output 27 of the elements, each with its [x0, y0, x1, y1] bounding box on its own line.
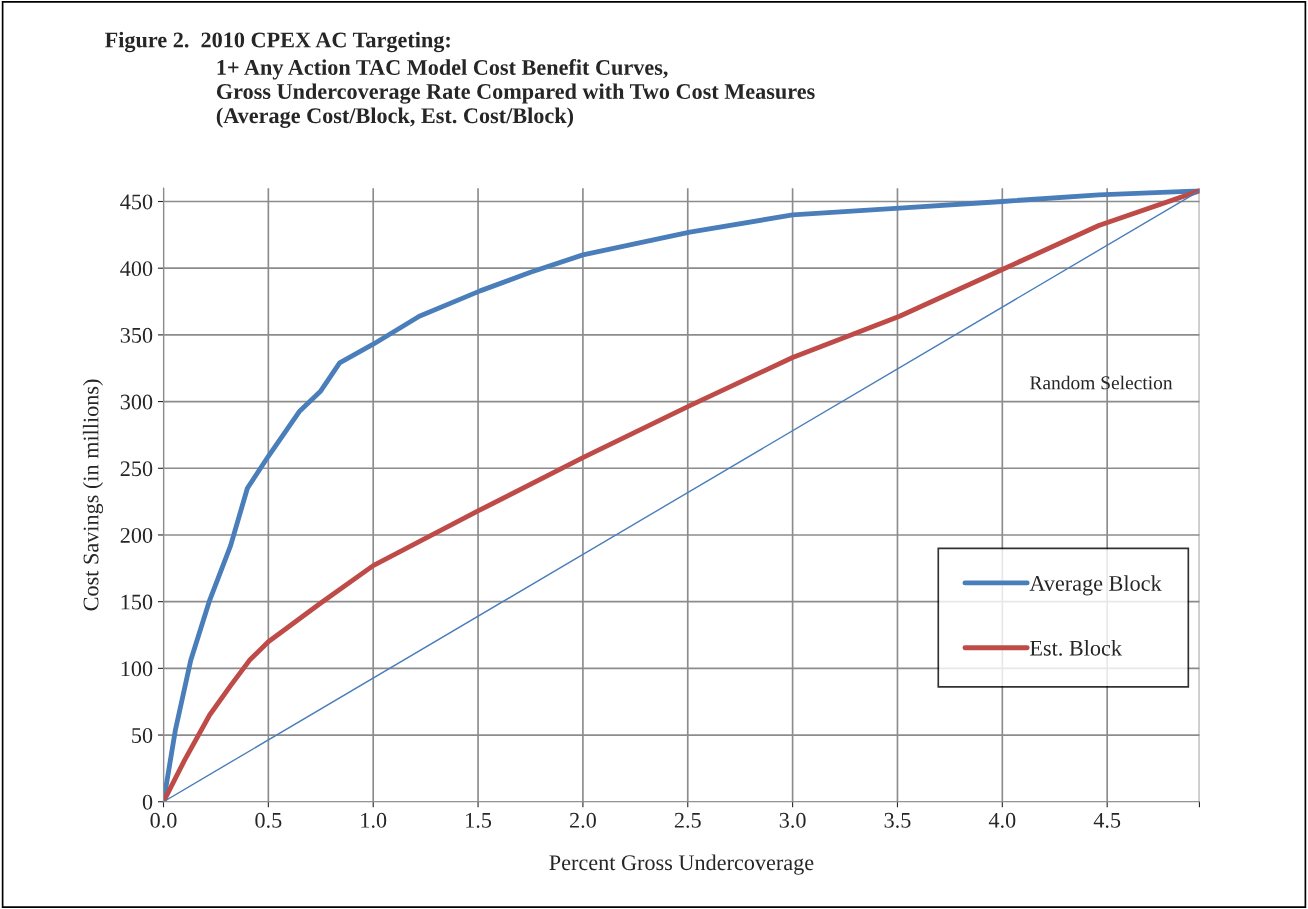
- x-axis-title: Percent Gross Undercoverage: [549, 854, 814, 875]
- y-tick-label: 300: [120, 394, 153, 410]
- y-tick-label: 250: [120, 461, 153, 477]
- legend-label: Average Block: [1029, 575, 1162, 596]
- x-tick-label: 4.0: [988, 812, 1016, 828]
- y-tick-label: 400: [120, 261, 153, 277]
- y-tick-label: 350: [120, 327, 153, 343]
- x-tick-label: 4.5: [1093, 812, 1121, 828]
- x-tick-label: 1.5: [466, 812, 492, 828]
- y-tick-label: 100: [121, 661, 153, 677]
- x-tick-label: 0.5: [255, 812, 282, 828]
- x-tick-label: 2.0: [569, 812, 596, 828]
- chart-subtitle: 1+ Any Action TAC Model Cost Benefit Curves, Gross Undercoverage Rate Compared with Two Cost Measures (Average Cost/Block, Est. Cost/Block): [216, 59, 815, 128]
- x-tick-label: 0.0: [150, 812, 177, 828]
- y-tick-label: 0: [142, 794, 153, 810]
- y-tick-label: 150: [121, 594, 153, 610]
- y-axis-title: Cost Savings (in millions): [82, 379, 104, 611]
- x-tick-label: 3.5: [884, 812, 911, 828]
- y-tick-label: 200: [120, 527, 153, 543]
- annotation: Random Selection: [1030, 375, 1173, 390]
- y-tick-label: 450: [120, 194, 153, 210]
- x-tick-label: 1.0: [361, 812, 387, 828]
- x-tick-label: 3.0: [779, 812, 806, 828]
- legend-label: Est. Block: [1030, 640, 1122, 656]
- chart-title: Figure 2. 2010 CPEX AC Targeting:: [105, 31, 450, 53]
- y-tick-label: 50: [132, 727, 153, 743]
- x-tick-label: 2.5: [674, 812, 701, 828]
